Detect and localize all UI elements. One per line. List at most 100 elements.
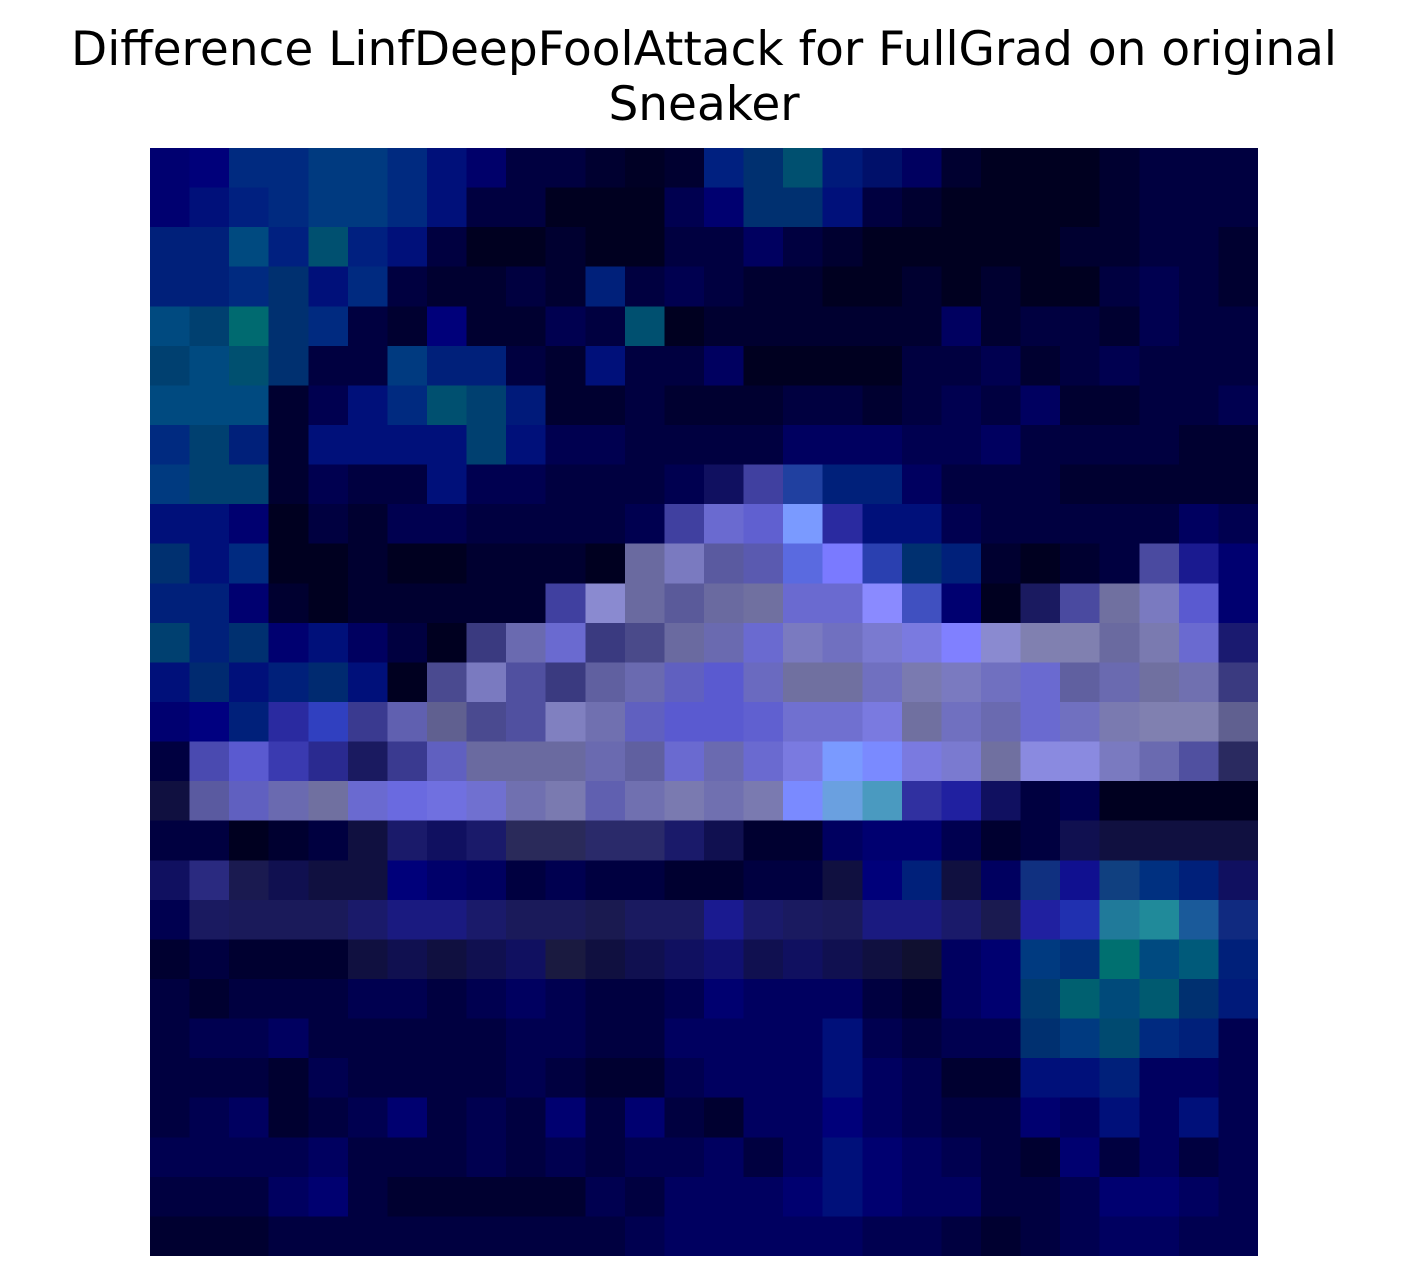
heatmap-cell	[308, 622, 349, 664]
heatmap-cell	[466, 345, 507, 387]
heatmap-cell	[862, 504, 903, 545]
heatmap-cell	[822, 1176, 864, 1218]
heatmap-cell	[664, 227, 705, 268]
heatmap-cell	[1218, 543, 1258, 585]
heatmap-cell	[545, 741, 587, 782]
heatmap-cell	[1178, 1176, 1220, 1218]
heatmap-cell	[941, 148, 982, 189]
heatmap-cell	[901, 899, 943, 941]
heatmap-cell	[783, 543, 824, 585]
heatmap-cell	[506, 662, 547, 703]
heatmap-cell	[822, 148, 864, 189]
heatmap-cell	[506, 345, 547, 387]
heatmap-cell	[1178, 543, 1220, 585]
heatmap-cell	[1060, 306, 1101, 347]
heatmap-cell	[941, 187, 982, 228]
heatmap-cell	[268, 306, 310, 347]
heatmap-cell	[189, 702, 230, 743]
heatmap-cell	[545, 1097, 587, 1139]
heatmap-cell	[268, 464, 310, 505]
heatmap-cell	[1218, 899, 1258, 941]
heatmap-cell	[1178, 385, 1220, 426]
heatmap-cell	[664, 464, 705, 505]
heatmap-cell	[941, 662, 982, 703]
heatmap-cell	[624, 741, 666, 782]
heatmap-cell	[1020, 345, 1061, 387]
heatmap-cell	[981, 702, 1022, 743]
heatmap-cell	[308, 1097, 349, 1139]
heatmap-cell	[1178, 425, 1220, 466]
heatmap-cell	[783, 1176, 824, 1218]
heatmap-cell	[150, 1137, 191, 1178]
heatmap-cell	[862, 345, 903, 387]
heatmap-cell	[150, 148, 191, 189]
heatmap-cell	[901, 702, 943, 743]
heatmap-cell	[981, 1018, 1022, 1059]
heatmap-cell	[1099, 939, 1141, 980]
heatmap-cell	[427, 820, 468, 862]
heatmap-cell	[743, 1018, 784, 1059]
heatmap-cell	[189, 899, 230, 941]
heatmap-cell	[1139, 148, 1180, 189]
heatmap-cell	[1060, 860, 1101, 901]
heatmap-cell	[1218, 622, 1258, 664]
heatmap-cell	[427, 583, 468, 624]
heatmap-cell	[308, 464, 349, 505]
heatmap-cell	[189, 781, 230, 822]
heatmap-cell	[466, 662, 507, 703]
heatmap-cell	[347, 1216, 389, 1256]
heatmap-cell	[901, 583, 943, 624]
heatmap-cell	[1139, 187, 1180, 228]
heatmap-cell	[1139, 227, 1180, 268]
heatmap-cell	[941, 979, 982, 1020]
heatmap-cell	[862, 464, 903, 505]
heatmap-cell	[862, 306, 903, 347]
heatmap-cell	[347, 622, 389, 664]
heatmap-cell	[150, 345, 191, 387]
heatmap-cell	[347, 860, 389, 901]
heatmap-cell	[1139, 1097, 1180, 1139]
heatmap-cell	[664, 622, 705, 664]
heatmap-cell	[664, 187, 705, 228]
heatmap-cell	[268, 1216, 310, 1256]
heatmap-cell	[1178, 148, 1220, 189]
heatmap-cell	[1218, 425, 1258, 466]
heatmap-cell	[1020, 781, 1061, 822]
heatmap-cell	[743, 899, 784, 941]
heatmap-cell	[743, 741, 784, 782]
heatmap-cell	[308, 979, 349, 1020]
heatmap-cell	[189, 543, 230, 585]
heatmap-cell	[783, 702, 824, 743]
heatmap-cell	[545, 306, 587, 347]
heatmap-cell	[189, 1137, 230, 1178]
heatmap-cell	[347, 464, 389, 505]
heatmap-cell	[981, 543, 1022, 585]
heatmap-cell	[1139, 1176, 1180, 1218]
heatmap-cell	[624, 504, 666, 545]
heatmap-cell	[1099, 464, 1141, 505]
heatmap-cell	[1060, 979, 1101, 1020]
heatmap-cell	[1178, 266, 1220, 308]
heatmap-cell	[1060, 899, 1101, 941]
heatmap-cell	[743, 1058, 784, 1099]
heatmap-cell	[506, 1097, 547, 1139]
heatmap-cell	[347, 662, 389, 703]
heatmap-cell	[624, 227, 666, 268]
heatmap-cell	[466, 148, 507, 189]
heatmap-cell	[545, 345, 587, 387]
heatmap-cell	[347, 702, 389, 743]
heatmap-cell	[822, 543, 864, 585]
heatmap-cell	[506, 781, 547, 822]
heatmap-cell	[585, 741, 626, 782]
heatmap-cell	[466, 702, 507, 743]
heatmap-cell	[189, 266, 230, 308]
heatmap-cell	[1099, 741, 1141, 782]
heatmap-cell	[624, 1137, 666, 1178]
heatmap-cell	[1020, 187, 1061, 228]
heatmap-cell	[1139, 939, 1180, 980]
heatmap-cell	[308, 702, 349, 743]
heatmap-cell	[981, 504, 1022, 545]
heatmap-cell	[189, 1216, 230, 1256]
heatmap-cell	[268, 1176, 310, 1218]
heatmap-cell	[1099, 543, 1141, 585]
